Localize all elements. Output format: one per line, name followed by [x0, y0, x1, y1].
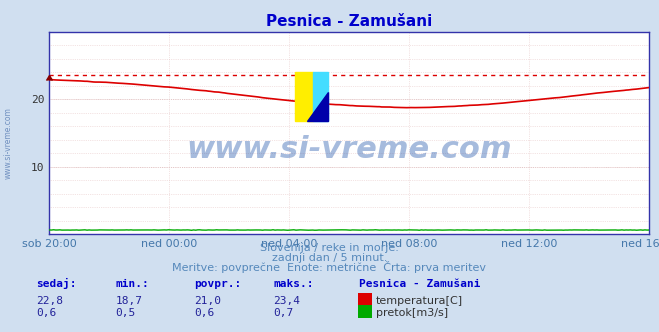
Text: 22,8: 22,8	[36, 296, 63, 306]
Polygon shape	[295, 72, 313, 121]
Text: Meritve: povprečne  Enote: metrične  Črta: prva meritev: Meritve: povprečne Enote: metrične Črta:…	[173, 261, 486, 273]
Text: sedaj:: sedaj:	[36, 278, 76, 289]
Text: 21,0: 21,0	[194, 296, 221, 306]
Text: 0,6: 0,6	[36, 308, 57, 318]
Text: 0,6: 0,6	[194, 308, 215, 318]
Text: povpr.:: povpr.:	[194, 279, 242, 289]
Text: maks.:: maks.:	[273, 279, 314, 289]
Text: pretok[m3/s]: pretok[m3/s]	[376, 308, 447, 318]
Text: 23,4: 23,4	[273, 296, 301, 306]
Text: 0,5: 0,5	[115, 308, 136, 318]
Text: 0,7: 0,7	[273, 308, 294, 318]
Text: temperatura[C]: temperatura[C]	[376, 296, 463, 306]
Polygon shape	[307, 92, 328, 121]
Text: zadnji dan / 5 minut.: zadnji dan / 5 minut.	[272, 253, 387, 263]
Polygon shape	[313, 72, 328, 121]
Text: min.:: min.:	[115, 279, 149, 289]
Title: Pesnica - Zamušani: Pesnica - Zamušani	[266, 14, 432, 29]
Text: www.si-vreme.com: www.si-vreme.com	[4, 107, 13, 179]
Text: 18,7: 18,7	[115, 296, 142, 306]
Text: www.si-vreme.com: www.si-vreme.com	[186, 134, 512, 163]
Text: Pesnica - Zamušani: Pesnica - Zamušani	[359, 279, 480, 289]
Text: Slovenija / reke in morje.: Slovenija / reke in morje.	[260, 243, 399, 253]
